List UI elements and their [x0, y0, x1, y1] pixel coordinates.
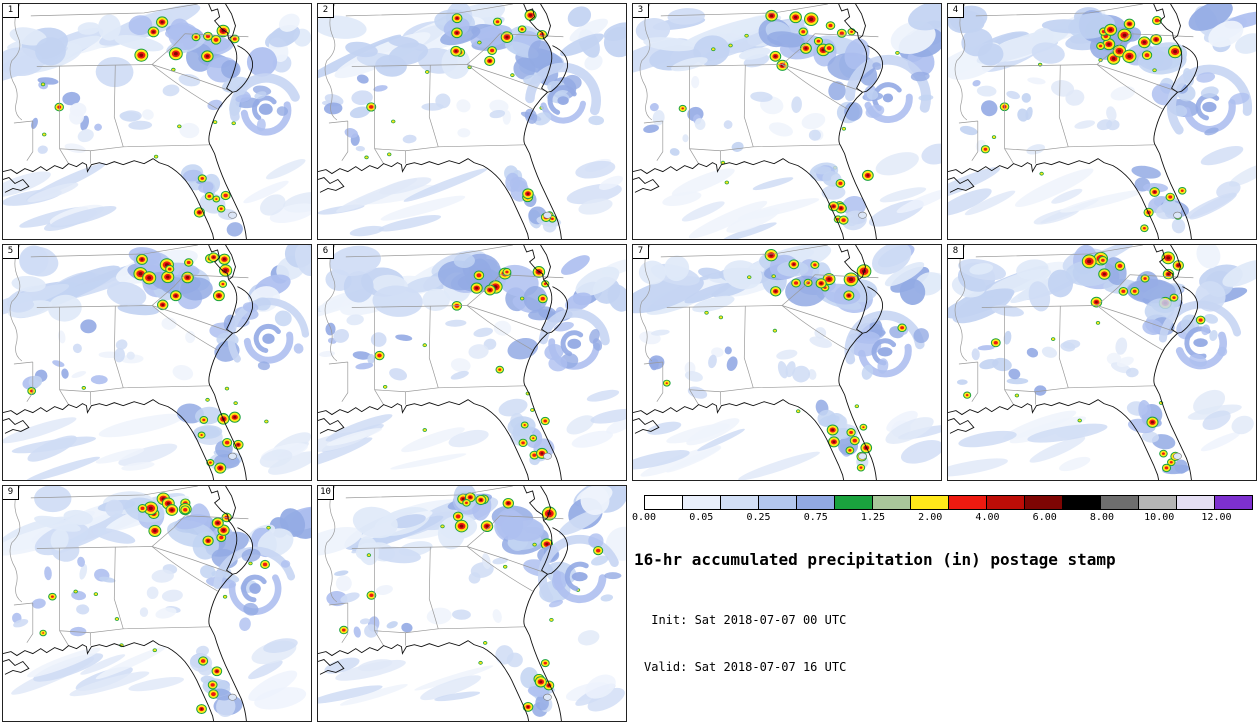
run-metadata: Init: Sat 2018-07-07 00 UTC Valid: Sat 2… [644, 581, 1257, 708]
colorbar-tick: 0.00 [631, 512, 657, 523]
panel-number: 6 [318, 245, 334, 259]
colorbar-tick: 4.00 [975, 512, 1000, 523]
precip-map [3, 245, 311, 480]
precip-map [948, 245, 1256, 480]
colorbar-cell [645, 496, 683, 509]
colorbar-cell [1101, 496, 1139, 509]
precip-map [633, 4, 941, 239]
colorbar-cell [873, 496, 911, 509]
precip-map [318, 486, 626, 721]
ensemble-member-panel-2: 2 [317, 3, 627, 240]
panel-number: 2 [318, 4, 334, 18]
precip-map [3, 486, 311, 721]
ensemble-member-panel-5: 5 [2, 244, 312, 481]
panel-number: 1 [3, 4, 19, 18]
colorbar-cell [1063, 496, 1101, 509]
colorbar-tick: 1.25 [860, 512, 886, 523]
panel-number: 5 [3, 245, 19, 259]
colorbar-cell [1025, 496, 1063, 509]
colorbar-cell [911, 496, 949, 509]
ensemble-member-panel-8: 8 [947, 244, 1257, 481]
colorbar-cell [835, 496, 873, 509]
panel-number: 4 [948, 4, 964, 18]
colorbar-tick: 8.00 [1089, 512, 1114, 523]
panel-number: 7 [633, 245, 649, 259]
ensemble-member-panel-10: 10 [317, 485, 627, 722]
plot-title: 16-hr accumulated precipitation (in) pos… [634, 550, 1116, 569]
init-time: Init: Sat 2018-07-07 00 UTC [644, 612, 847, 627]
colorbar-cell [987, 496, 1025, 509]
colorbar-tick: 2.00 [918, 512, 943, 523]
colorbar-tick: 6.00 [1032, 512, 1057, 523]
colorbar-tick: 12.00 [1201, 512, 1232, 523]
colorbar-cell [1215, 496, 1252, 509]
colorbar-cell [1139, 496, 1177, 509]
colorbar-cell [949, 496, 987, 509]
panel-number: 9 [3, 486, 19, 500]
precip-map [318, 245, 626, 480]
ensemble-member-panel-9: 9 [2, 485, 312, 722]
colorbar-tick: 0.75 [803, 512, 828, 523]
precip-map [633, 245, 941, 480]
colorbar-tick: 10.00 [1144, 512, 1175, 523]
precip-colorbar [644, 495, 1253, 510]
ensemble-member-panel-3: 3 [632, 3, 942, 240]
colorbar-cell [683, 496, 721, 509]
precip-map [948, 4, 1256, 239]
valid-time: Valid: Sat 2018-07-07 16 UTC [644, 660, 847, 675]
colorbar-cell [797, 496, 835, 509]
colorbar-cell [759, 496, 797, 509]
ensemble-member-panel-7: 7 [632, 244, 942, 481]
panel-number: 10 [318, 486, 334, 500]
precip-map [3, 4, 311, 239]
colorbar-tick: 0.25 [746, 512, 771, 523]
ensemble-member-panel-1: 1 [2, 3, 312, 240]
colorbar-cell [721, 496, 759, 509]
ensemble-member-panel-6: 6 [317, 244, 627, 481]
panel-number: 8 [948, 245, 964, 259]
colorbar-tick: 0.05 [689, 512, 714, 523]
legend-block: 0.00 0.05 0.25 0.75 1.25 2.00 4.00 6.00 8.00 10.0… [632, 485, 1257, 722]
ensemble-member-panel-4: 4 [947, 3, 1257, 240]
panel-number: 3 [633, 4, 649, 18]
colorbar-cell [1177, 496, 1215, 509]
precip-map [318, 4, 626, 239]
colorbar-tick-labels: 0.00 0.05 0.25 0.75 1.25 2.00 4.00 6.00 8.00 10.0… [632, 510, 1253, 524]
